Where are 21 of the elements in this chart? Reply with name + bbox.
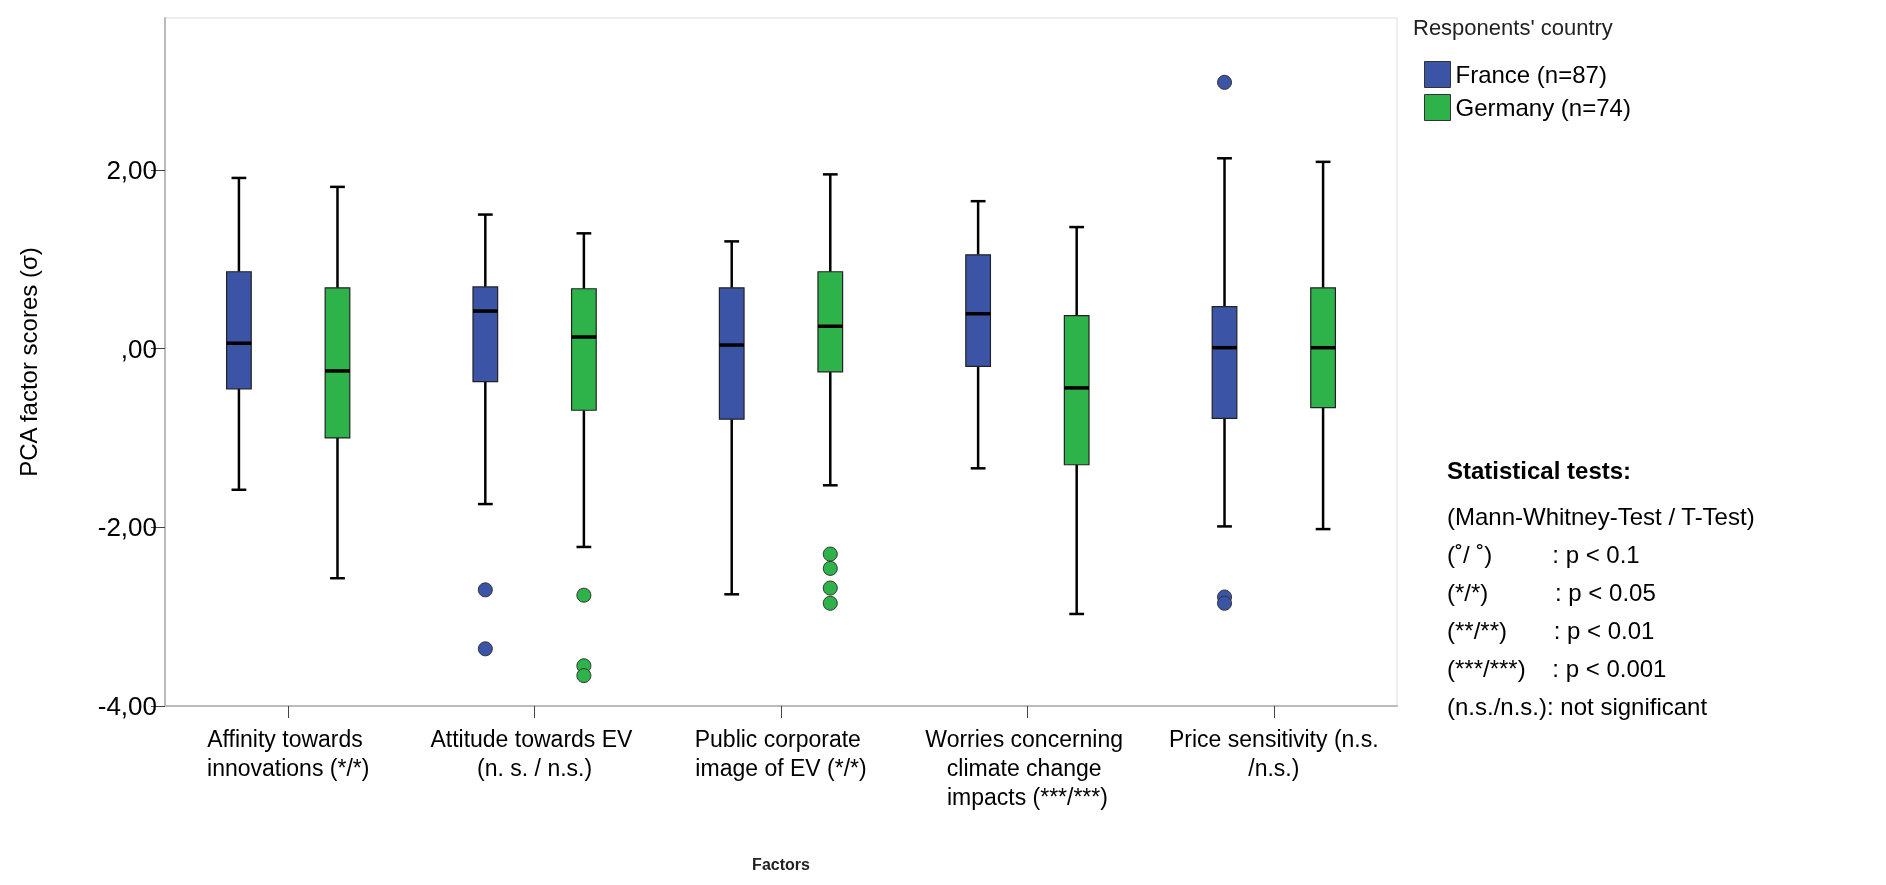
x-tick-label: Affinity towards innovations (*/*) [207,725,370,781]
text: (Mann-Whitney-Test / T-Test) [1447,502,1755,530]
text: Statistical tests: [1447,456,1632,484]
text: (n.s./n.s.): not significant [1447,692,1708,720]
text: (**/**) : p < 0.01 [1447,616,1655,644]
legend-label: Germany (n=74) [1455,94,1631,121]
text: (˚/ ˚) : p < 0.1 [1447,540,1640,568]
x-tick-label: Worries concerning climate change impacts (***/***) [925,725,1130,810]
y-tick-label: -2,00 [97,512,157,543]
text: (*/*) : p < 0.05 [1447,578,1656,606]
y-axis-title: PCA factor scores (σ) [14,247,42,477]
x-tick-label: Public corporate image of EV (*/*) [694,725,868,781]
legend-label: France (n=87) [1455,61,1607,88]
x-tick-label: Attitude towards EV (n. s. / n.s.) [430,725,639,781]
legend-title: Responents' country [1413,14,1613,40]
x-tick-label: Price sensitivity (n.s./n.s.) [1169,725,1379,781]
y-tick-label: 2,00 [106,154,157,185]
y-tick-label: -4,00 [97,691,157,721]
x-axis-title: Factors [752,855,810,873]
y-tick-label: ,00 [120,333,157,364]
text: (***/***) : p < 0.001 [1447,654,1667,682]
